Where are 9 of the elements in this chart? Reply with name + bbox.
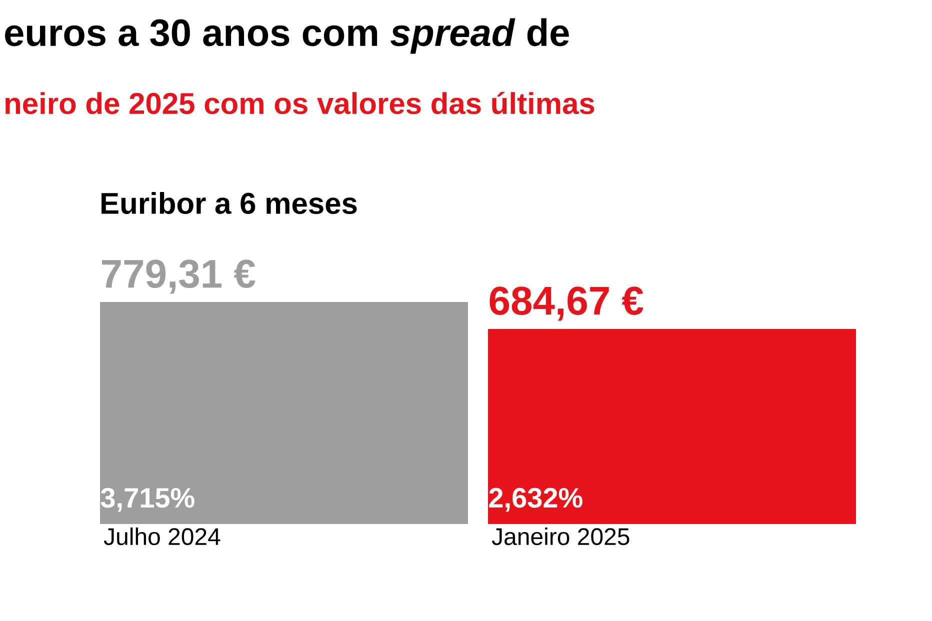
data-label: 779,31 € <box>102 260 256 294</box>
annotation: 2,632% <box>489 488 582 512</box>
x-tick-label: Janeiro 2025 <box>492 528 630 546</box>
chart-title: euros a 30 anos com spread de <box>5 18 569 54</box>
annotation: 3,715% <box>100 488 194 512</box>
x-tick-label: Julho 2024 <box>104 528 220 546</box>
text: Euribor a 6 meses <box>102 192 357 214</box>
chart-subtitle: neiro de 2025 com os valores das últimas <box>6 92 594 114</box>
data-label: 684,67 € <box>490 286 644 321</box>
